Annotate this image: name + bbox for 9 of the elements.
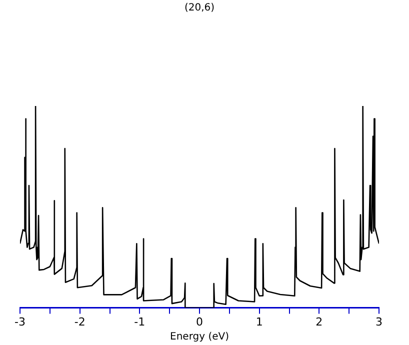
- chart-title: (20,6): [184, 2, 215, 14]
- x-tick-label: -3: [14, 315, 26, 328]
- x-tick-label: -2: [74, 315, 86, 328]
- x-tick-label: 0: [196, 315, 203, 328]
- x-tick-label: 2: [316, 315, 323, 328]
- x-tick-label: -1: [134, 315, 146, 328]
- x-tick-label: 1: [256, 315, 263, 328]
- x-tick-label: 3: [376, 315, 382, 328]
- x-axis-title: Energy (eV): [170, 332, 230, 343]
